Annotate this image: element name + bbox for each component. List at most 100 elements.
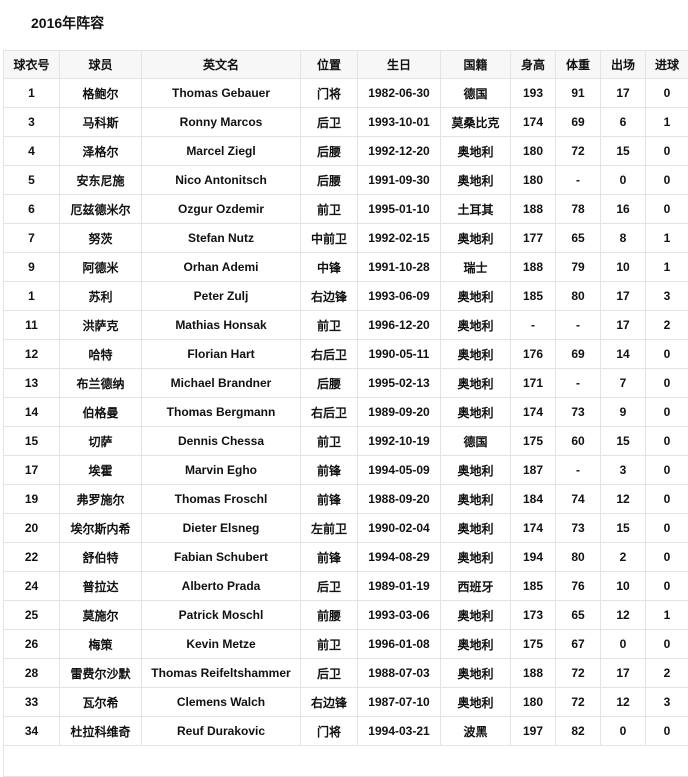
cell-player-name: 格鲍尔 (59, 78, 142, 108)
cell-goals: 1 (645, 107, 688, 137)
cell-jersey-number: 19 (3, 484, 60, 514)
cell-player-name: 布兰德纳 (59, 368, 142, 398)
cell-height: 175 (510, 629, 556, 659)
cell-weight: 80 (555, 542, 601, 572)
cell-position: 前卫 (300, 629, 358, 659)
table-row: 14 伯格曼 Thomas Bergmann 右后卫 1989-09-20 奥地利 174 7… (3, 397, 688, 427)
cell-position: 前腰 (300, 600, 358, 630)
table-row: 1 格鲍尔 Thomas Gebauer 门将 1982-06-30 德国 193 91 17 0 (3, 78, 688, 108)
cell-english-name: Ronny Marcos (141, 107, 301, 137)
cell-nationality: 奥地利 (440, 687, 511, 717)
table-row: 15 切萨 Dennis Chessa 前卫 1992-10-19 德国 175 60 15 0 (3, 426, 688, 456)
table-row: 24 普拉达 Alberto Prada 后卫 1989-01-19 西班牙 185 76 10… (3, 571, 688, 601)
cell-jersey-number: 33 (3, 687, 60, 717)
cell-english-name: Thomas Bergmann (141, 397, 301, 427)
cell-appearances: 0 (600, 716, 646, 746)
column-header-birthday: 生日 (357, 50, 441, 79)
cell-nationality: 奥地利 (440, 223, 511, 253)
cell-appearances: 15 (600, 426, 646, 456)
empty-cell (3, 745, 688, 777)
cell-player-name: 伯格曼 (59, 397, 142, 427)
cell-height: 193 (510, 78, 556, 108)
cell-player-name: 洪萨克 (59, 310, 142, 340)
cell-weight: 91 (555, 78, 601, 108)
cell-appearances: 17 (600, 310, 646, 340)
cell-height: 175 (510, 426, 556, 456)
cell-weight: 65 (555, 223, 601, 253)
cell-position: 后腰 (300, 136, 358, 166)
cell-jersey-number: 11 (3, 310, 60, 340)
cell-height: 174 (510, 107, 556, 137)
column-header-jersey-number: 球衣号 (3, 50, 60, 79)
cell-position: 中前卫 (300, 223, 358, 253)
cell-birthday: 1982-06-30 (357, 78, 441, 108)
cell-jersey-number: 7 (3, 223, 60, 253)
cell-birthday: 1996-01-08 (357, 629, 441, 659)
cell-jersey-number: 24 (3, 571, 60, 601)
cell-english-name: Marcel Ziegl (141, 136, 301, 166)
cell-player-name: 安东尼施 (59, 165, 142, 195)
cell-birthday: 1993-03-06 (357, 600, 441, 630)
cell-nationality: 德国 (440, 78, 511, 108)
cell-goals: 0 (645, 78, 688, 108)
cell-birthday: 1989-01-19 (357, 571, 441, 601)
cell-height: 174 (510, 513, 556, 543)
cell-jersey-number: 13 (3, 368, 60, 398)
cell-nationality: 奥地利 (440, 542, 511, 572)
column-header-weight: 体重 (555, 50, 601, 79)
table-row: 22 舒伯特 Fabian Schubert 前锋 1994-08-29 奥地利 194 80… (3, 542, 688, 572)
cell-height: 177 (510, 223, 556, 253)
table-row: 19 弗罗施尔 Thomas Froschl 前锋 1988-09-20 奥地利 184 74… (3, 484, 688, 514)
cell-position: 右边锋 (300, 687, 358, 717)
cell-nationality: 奥地利 (440, 629, 511, 659)
cell-nationality: 奥地利 (440, 484, 511, 514)
cell-goals: 0 (645, 455, 688, 485)
cell-weight: 76 (555, 571, 601, 601)
table-row: 3 马科斯 Ronny Marcos 后卫 1993-10-01 莫桑比克 174 69 6 1 (3, 107, 688, 137)
cell-nationality: 奥地利 (440, 513, 511, 543)
cell-birthday: 1995-01-10 (357, 194, 441, 224)
table-row: 1 苏利 Peter Zulj 右边锋 1993-06-09 奥地利 185 80 17 3 (3, 281, 688, 311)
cell-height: 171 (510, 368, 556, 398)
cell-weight: 74 (555, 484, 601, 514)
cell-birthday: 1992-02-15 (357, 223, 441, 253)
cell-position: 前锋 (300, 455, 358, 485)
cell-player-name: 埃霍 (59, 455, 142, 485)
cell-position: 后卫 (300, 571, 358, 601)
cell-nationality: 奥地利 (440, 136, 511, 166)
column-header-position: 位置 (300, 50, 358, 79)
table-row: 5 安东尼施 Nico Antonitsch 后腰 1991-09-30 奥地利 180-0… (3, 165, 688, 195)
cell-height: 185 (510, 281, 556, 311)
cell-height: 197 (510, 716, 556, 746)
cell-height: 180 (510, 136, 556, 166)
cell-goals: 0 (645, 716, 688, 746)
cell-goals: 0 (645, 542, 688, 572)
cell-position: 右边锋 (300, 281, 358, 311)
cell-weight: 78 (555, 194, 601, 224)
cell-position: 前锋 (300, 484, 358, 514)
cell-height: - (510, 310, 556, 340)
cell-english-name: Patrick Moschl (141, 600, 301, 630)
cell-appearances: 12 (600, 484, 646, 514)
cell-goals: 0 (645, 165, 688, 195)
table-row: 28 雷费尔沙默 Thomas Reifeltshammer 后卫 1988-07-03… (3, 658, 688, 688)
cell-jersey-number: 20 (3, 513, 60, 543)
table-row: 33 瓦尔希 Clemens Walch 右边锋 1987-07-10 奥地利 180 72 1… (3, 687, 688, 717)
cell-weight: 69 (555, 339, 601, 369)
cell-birthday: 1992-10-19 (357, 426, 441, 456)
cell-position: 门将 (300, 716, 358, 746)
cell-goals: 1 (645, 252, 688, 282)
cell-weight: 72 (555, 136, 601, 166)
table-row: 7 努茨 Stefan Nutz 中前卫 1992-02-15 奥地利 177 65 8 1 (3, 223, 688, 253)
cell-player-name: 努茨 (59, 223, 142, 253)
cell-height: 173 (510, 600, 556, 630)
cell-goals: 0 (645, 513, 688, 543)
cell-english-name: Reuf Durakovic (141, 716, 301, 746)
cell-english-name: Thomas Reifeltshammer (141, 658, 301, 688)
cell-player-name: 切萨 (59, 426, 142, 456)
cell-english-name: Thomas Froschl (141, 484, 301, 514)
cell-nationality: 奥地利 (440, 368, 511, 398)
cell-goals: 0 (645, 368, 688, 398)
cell-position: 门将 (300, 78, 358, 108)
cell-player-name: 舒伯特 (59, 542, 142, 572)
